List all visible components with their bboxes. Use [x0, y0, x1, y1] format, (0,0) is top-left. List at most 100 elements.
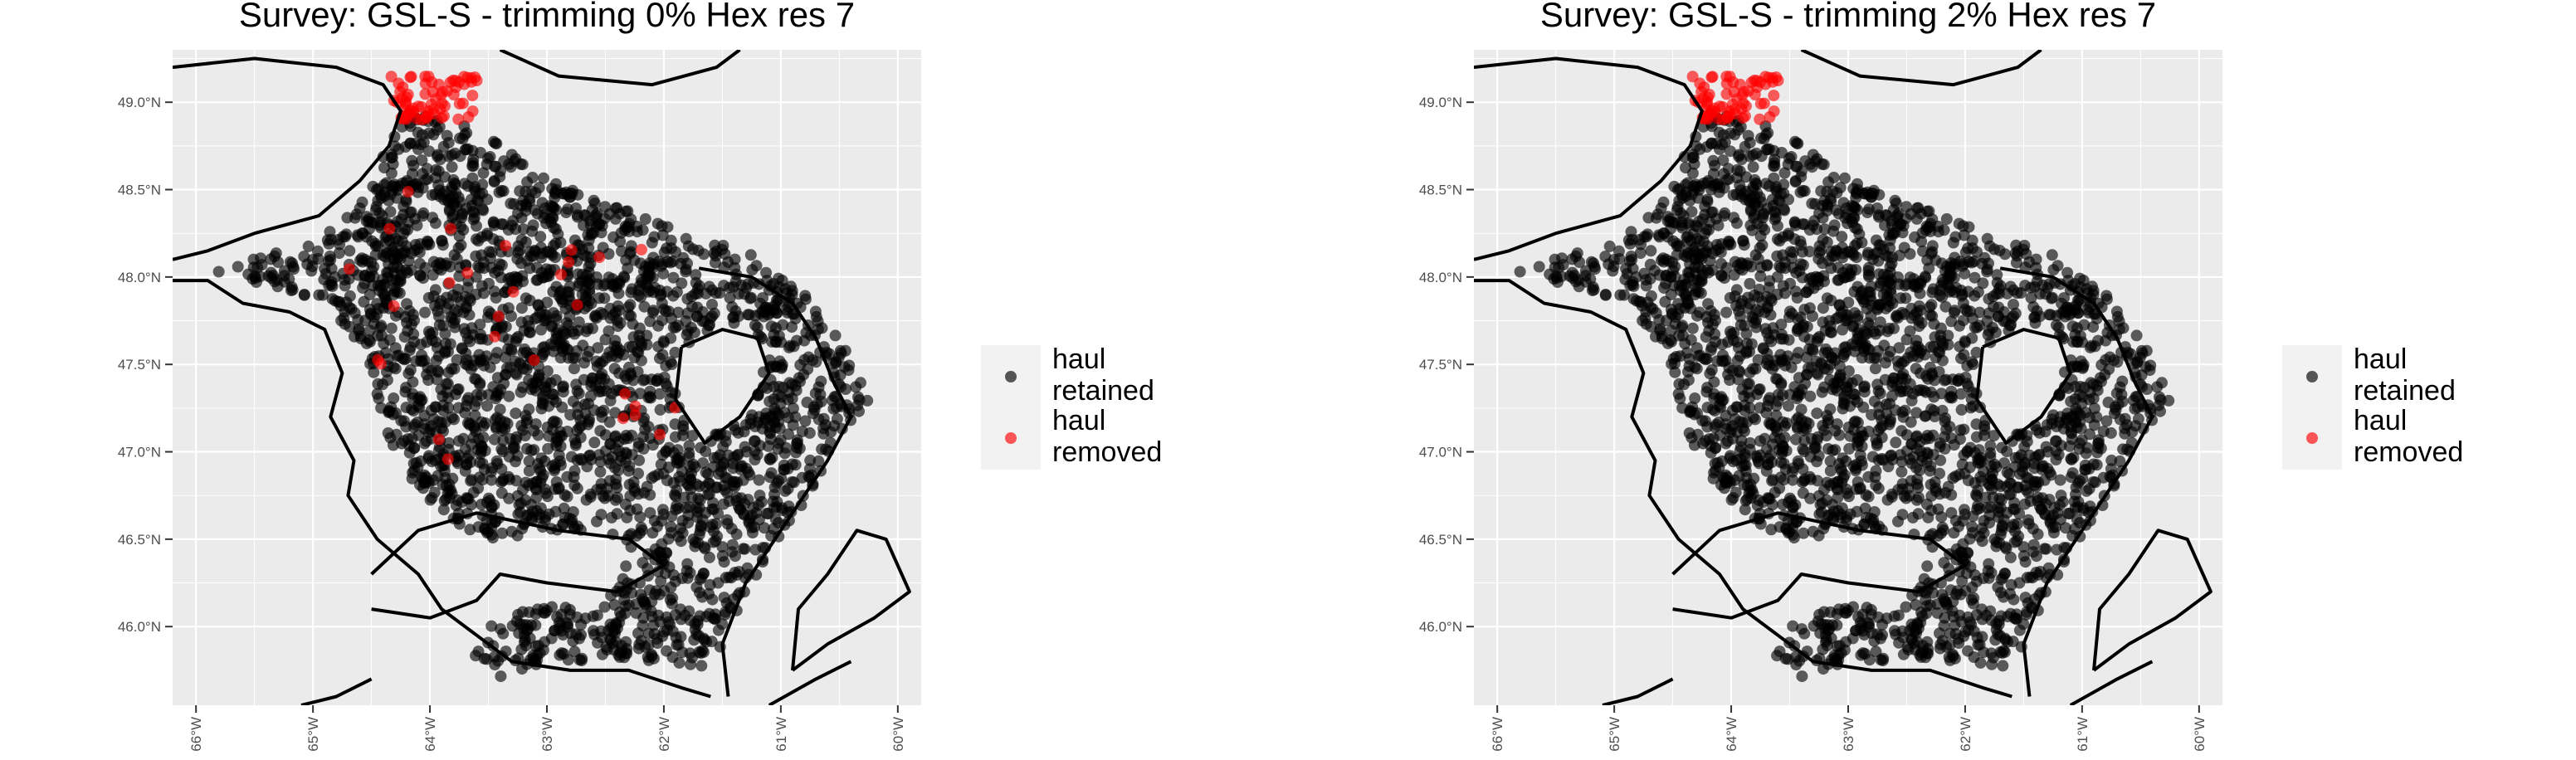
haul-point-retained — [1874, 316, 1886, 329]
haul-point-retained — [524, 250, 537, 262]
haul-point-retained — [802, 363, 814, 375]
haul-point-retained — [789, 459, 802, 471]
haul-point-retained — [476, 457, 489, 470]
haul-point-retained — [764, 453, 777, 465]
haul-point-retained — [1765, 292, 1777, 304]
haul-point-retained — [464, 292, 476, 304]
haul-point-retained — [798, 353, 811, 366]
haul-point-retained — [459, 358, 471, 370]
haul-point-retained — [427, 256, 440, 268]
haul-point-retained — [1966, 386, 1978, 398]
haul-point-retained — [440, 416, 452, 428]
haul-point-retained — [525, 445, 538, 457]
haul-point-retained — [462, 493, 475, 505]
haul-point-retained — [1973, 319, 1986, 332]
haul-point-retained — [620, 560, 632, 572]
haul-point-retained — [360, 231, 373, 243]
haul-point-removed — [617, 412, 629, 425]
haul-point-retained — [430, 354, 442, 367]
haul-point-retained — [1659, 295, 1671, 308]
haul-point-retained — [408, 314, 420, 327]
haul-point-retained — [747, 501, 759, 514]
haul-point-retained — [302, 240, 315, 252]
haul-point-retained — [671, 444, 684, 456]
haul-point-retained — [495, 218, 508, 231]
haul-point-removed — [565, 244, 578, 256]
coastline-path — [370, 511, 666, 620]
haul-point-retained — [514, 185, 526, 197]
haul-point-retained — [622, 205, 634, 217]
haul-point-retained — [665, 386, 677, 398]
haul-point-retained — [1818, 381, 1830, 393]
haul-point-retained — [830, 357, 842, 369]
haul-point-retained — [734, 504, 746, 516]
haul-point-retained — [666, 597, 678, 610]
haul-point-retained — [1549, 253, 1561, 266]
haul-point-retained — [1910, 363, 1922, 375]
haul-point-retained — [671, 639, 683, 651]
haul-point-retained — [1900, 601, 1912, 613]
haul-point-retained — [1734, 319, 1747, 331]
haul-point-retained — [1720, 173, 1733, 186]
haul-point-retained — [526, 172, 539, 183]
haul-point-retained — [385, 322, 398, 334]
haul-point-retained — [1808, 282, 1820, 295]
haul-point-retained — [1783, 227, 1795, 240]
haul-point-retained — [424, 328, 437, 340]
haul-point-retained — [2039, 426, 2052, 438]
haul-point-retained — [1983, 558, 1995, 570]
haul-point-retained — [580, 251, 593, 263]
haul-point-retained — [393, 287, 406, 300]
haul-point-retained — [1806, 197, 1818, 210]
haul-point-retained — [461, 281, 474, 294]
haul-point-retained — [505, 361, 516, 373]
haul-point-retained — [560, 317, 573, 329]
haul-point-removed — [528, 354, 540, 366]
haul-point-removed — [635, 243, 647, 256]
haul-point-retained — [614, 344, 627, 357]
haul-point-retained — [633, 454, 646, 466]
haul-point-retained — [1769, 431, 1781, 444]
haul-point-retained — [632, 627, 644, 640]
haul-point-retained — [1842, 246, 1854, 258]
haul-point-retained — [461, 458, 472, 470]
haul-point-retained — [520, 494, 532, 506]
haul-point-retained — [632, 488, 645, 500]
haul-point-retained — [1805, 432, 1817, 445]
haul-point-retained — [1827, 172, 1840, 183]
haul-point-retained — [2048, 501, 2061, 514]
haul-point-retained — [1820, 430, 1832, 441]
haul-point-retained — [1842, 296, 1855, 309]
haul-point-retained — [560, 207, 573, 218]
haul-point-retained — [1925, 299, 1938, 311]
haul-point-retained — [1885, 413, 1896, 426]
haul-point-retained — [440, 378, 452, 390]
haul-point-retained — [1768, 205, 1780, 217]
haul-point-retained — [1875, 632, 1886, 645]
haul-point-retained — [1936, 404, 1949, 417]
haul-point-retained — [549, 251, 562, 263]
haul-point-retained — [1856, 619, 1868, 631]
haul-point-retained — [398, 353, 411, 366]
haul-point-retained — [1612, 245, 1625, 257]
haul-point-retained — [776, 361, 788, 373]
haul-point-retained — [564, 608, 576, 621]
y-tick-label: 47.5°N — [118, 357, 161, 373]
haul-point-retained — [573, 316, 585, 329]
haul-point-retained — [533, 640, 544, 652]
haul-point-retained — [604, 394, 617, 407]
haul-point-retained — [2130, 420, 2142, 432]
haul-point-retained — [2076, 434, 2088, 446]
haul-point-retained — [1741, 257, 1754, 270]
haul-point-retained — [1831, 418, 1843, 431]
haul-point-retained — [524, 195, 536, 207]
haul-point-retained — [567, 352, 579, 364]
haul-point-retained — [559, 489, 571, 501]
haul-point-retained — [504, 432, 516, 445]
haul-point-retained — [2078, 319, 2091, 331]
haul-point-retained — [665, 581, 677, 593]
haul-point-retained — [456, 343, 468, 355]
haul-point-retained — [1938, 557, 1950, 569]
haul-point-retained — [1642, 212, 1655, 224]
haul-point-retained — [1910, 494, 1923, 506]
